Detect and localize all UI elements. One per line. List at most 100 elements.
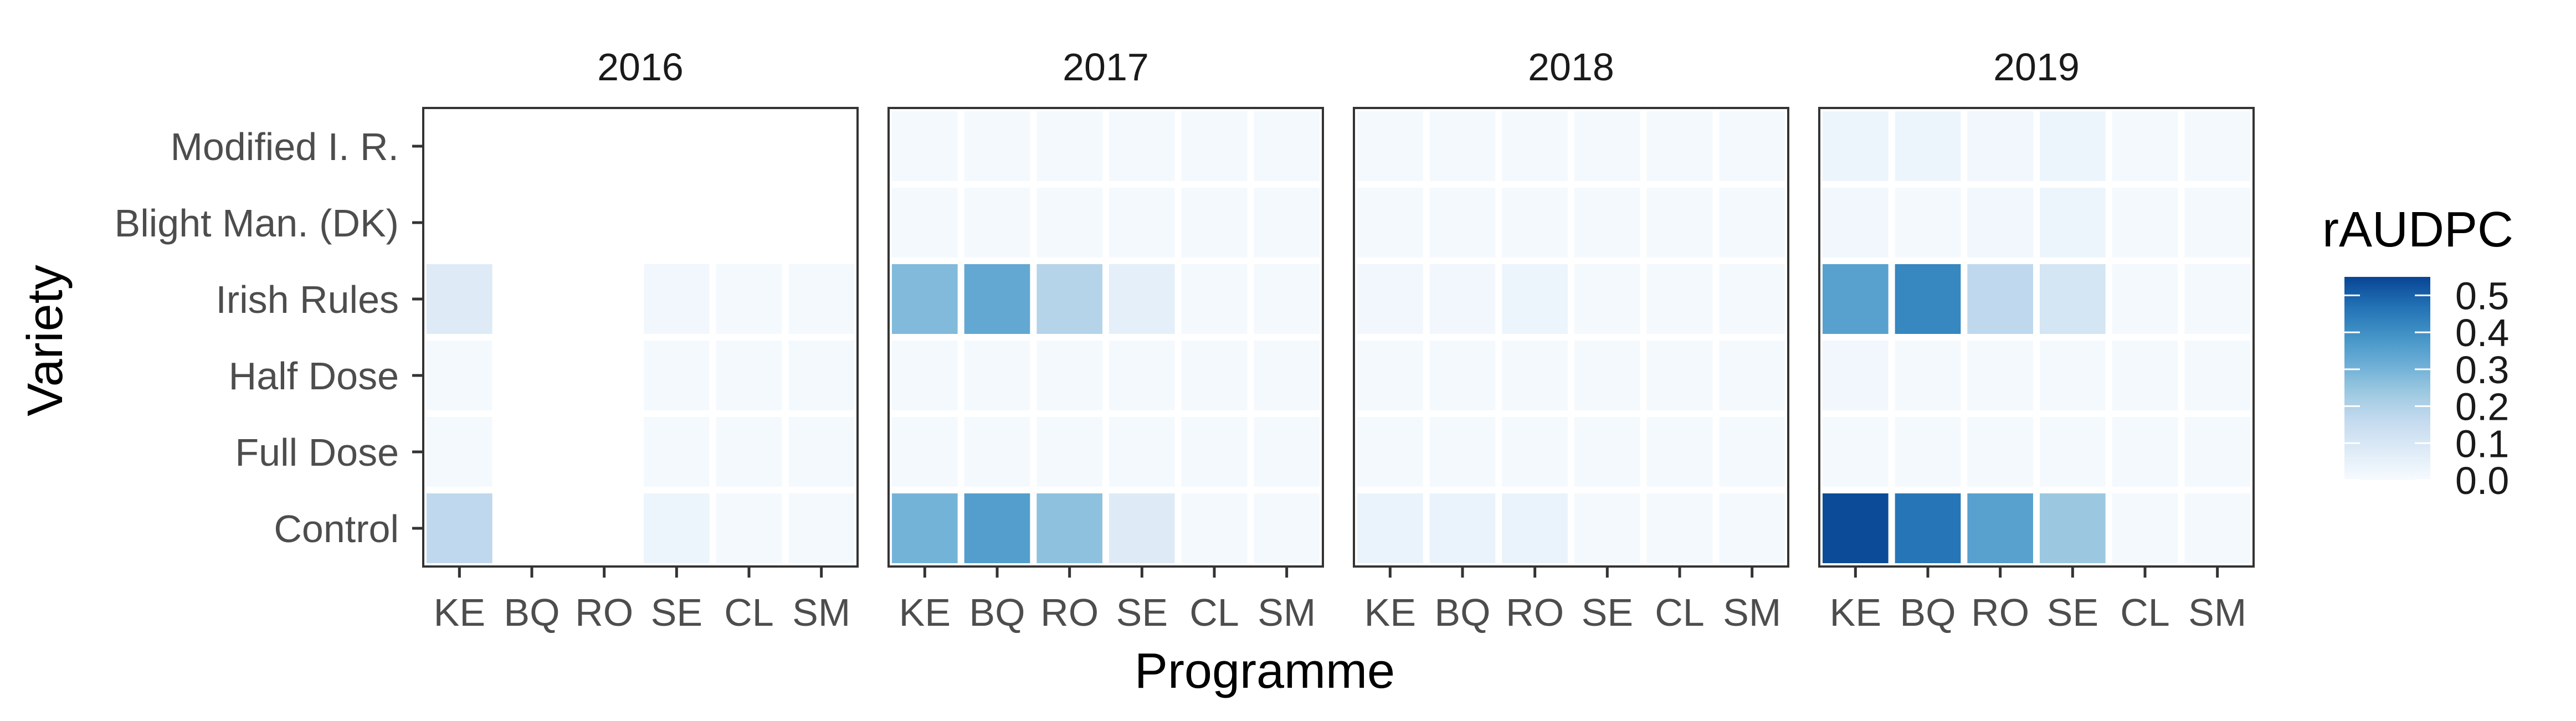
heatmap-tile	[2040, 341, 2106, 410]
heatmap-tile	[1357, 493, 1423, 563]
y-axis: Modified I. R. Blight Man. (DK) Irish Rule…	[115, 125, 423, 550]
x-tick-label: SM	[1723, 591, 1781, 634]
y-axis-title: Variety	[18, 265, 73, 416]
heatmap-tile	[716, 417, 782, 487]
heatmap-tile	[1357, 341, 1423, 410]
heatmap-tile	[1254, 111, 1320, 181]
heatmap-tile	[892, 264, 958, 334]
heatmap-tile	[1109, 111, 1175, 181]
heatmap-tile	[1895, 341, 1961, 410]
heatmap-tile	[1254, 264, 1320, 334]
heatmap-tile	[2112, 264, 2178, 334]
heatmap-tile	[1429, 188, 1496, 258]
heatmap-tile	[892, 341, 958, 410]
x-tick-label: KE	[434, 591, 485, 634]
heatmap-tile	[1109, 417, 1175, 487]
heatmap-tile	[892, 493, 958, 563]
x-tick-label: BQ	[504, 591, 560, 634]
heatmap-tile	[1895, 111, 1961, 181]
heatmap-tile	[1254, 493, 1320, 563]
heatmap-tile	[1502, 188, 1568, 258]
heatmap-tile	[716, 341, 782, 410]
panel-background	[889, 108, 1323, 566]
legend-label: 0.3	[2455, 348, 2509, 392]
facet-panel: 2018 KE BQ RO SE CL SM	[1353, 45, 1789, 634]
heatmap-tile	[1895, 264, 1961, 334]
heatmap-tile	[964, 188, 1030, 258]
x-tick-label: RO	[575, 591, 633, 634]
heatmap-tile	[644, 417, 710, 487]
heatmap-tile	[788, 264, 854, 334]
heatmap-tile	[1574, 188, 1640, 258]
x-tick-label: SM	[1258, 591, 1316, 634]
heatmap-tile	[1254, 188, 1320, 258]
heatmap-tile	[1823, 493, 1889, 563]
heatmap-tile	[1429, 493, 1496, 563]
colorbar	[2344, 277, 2430, 480]
panel-border	[1353, 107, 1789, 568]
heatmap-tile	[1646, 111, 1713, 181]
heatmap-tile	[1502, 111, 1568, 181]
heatmap-tile	[1357, 264, 1423, 334]
x-tick-label: BQ	[1900, 591, 1956, 634]
heatmap-tile	[644, 341, 710, 410]
heatmap-tile	[964, 111, 1030, 181]
heatmap-tile	[644, 493, 710, 563]
x-tick-label: SM	[2188, 591, 2246, 634]
heatmap-tile	[788, 493, 854, 563]
heatmap-tile	[427, 264, 492, 334]
heatmap-tile	[964, 264, 1030, 334]
legend-label: 0.0	[2455, 459, 2509, 502]
x-tick-label: SE	[1116, 591, 1168, 634]
heatmap-tile	[2112, 188, 2178, 258]
panel-border	[422, 107, 859, 568]
heatmap-tile	[1181, 417, 1248, 487]
facet-panel: 2017 KE BQ RO SE CL SM	[887, 45, 1324, 634]
legend-label: 0.2	[2455, 385, 2509, 429]
heatmap-tile	[1967, 341, 2033, 410]
x-tick-label: BQ	[1434, 591, 1490, 634]
x-tick-label: KE	[1364, 591, 1416, 634]
x-tick-label: SE	[1582, 591, 1633, 634]
x-tick-label: KE	[899, 591, 951, 634]
heatmap-tile	[1719, 188, 1785, 258]
x-axis-title: Programme	[1135, 643, 1395, 699]
heatmap-tile	[427, 417, 492, 487]
y-tick-label: Full Dose	[235, 431, 399, 474]
heatmap-tile	[427, 341, 492, 410]
panel-background	[423, 108, 858, 566]
heatmap-tile	[644, 264, 710, 334]
heatmap-tile	[1574, 341, 1640, 410]
heatmap-tile	[1181, 493, 1248, 563]
heatmap-tile	[1895, 188, 1961, 258]
legend-label: 0.1	[2455, 422, 2509, 465]
heatmap-tile	[2112, 341, 2178, 410]
heatmap-tile	[892, 188, 958, 258]
heatmap-tile	[1109, 341, 1175, 410]
heatmap-tile	[1574, 417, 1640, 487]
heatmap-tile	[1823, 264, 1889, 334]
heatmap-tile	[2040, 264, 2106, 334]
heatmap-tile	[1254, 417, 1320, 487]
heatmap-tile	[892, 111, 958, 181]
heatmap-tile	[1574, 264, 1640, 334]
heatmap-tile	[1574, 111, 1640, 181]
heatmap-tile	[2040, 417, 2106, 487]
legend-label: 0.5	[2455, 274, 2509, 317]
heatmap-tile	[1895, 493, 1961, 563]
panel-background	[1819, 108, 2254, 566]
heatmap-tile	[1646, 188, 1713, 258]
heatmap-tile	[1254, 341, 1320, 410]
x-tick-label: CL	[1189, 591, 1239, 634]
facet-title: 2018	[1528, 45, 1614, 89]
heatmap-tile	[2184, 264, 2250, 334]
heatmap-tile	[2184, 341, 2250, 410]
heatmap-tile	[2112, 493, 2178, 563]
x-tick-label: SM	[792, 591, 850, 634]
heatmap-tile	[964, 341, 1030, 410]
panel-border	[887, 107, 1324, 568]
legend-label: 0.4	[2455, 311, 2509, 354]
heatmap-tile	[2040, 111, 2106, 181]
x-tick-label: CL	[724, 591, 773, 634]
